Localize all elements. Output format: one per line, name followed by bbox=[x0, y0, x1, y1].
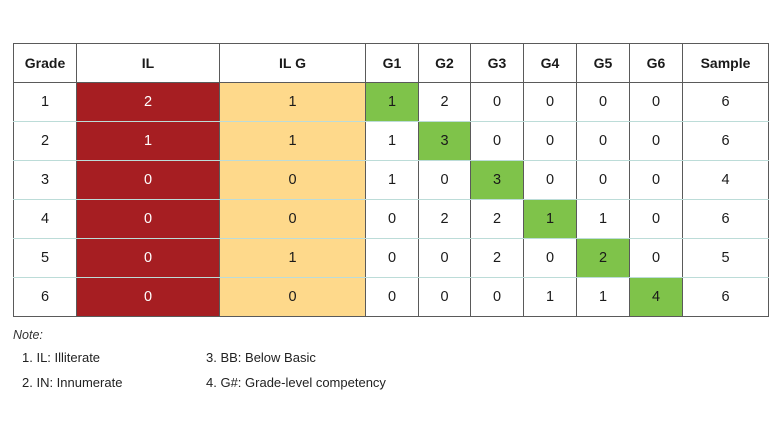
cell-g3: 0 bbox=[470, 277, 524, 317]
cell-g5: 0 bbox=[576, 160, 630, 200]
col-header-g5: G5 bbox=[576, 43, 630, 83]
cell-grade: 2 bbox=[13, 121, 77, 161]
table-row: 3 0 0 1 0 3 0 0 0 4 bbox=[13, 160, 769, 200]
cell-g4: 0 bbox=[523, 82, 577, 122]
cell-g2: 0 bbox=[418, 160, 471, 200]
cell-g6: 0 bbox=[629, 160, 683, 200]
col-header-g6: G6 bbox=[629, 43, 683, 83]
cell-grade: 6 bbox=[13, 277, 77, 317]
note-label: Note: bbox=[13, 328, 43, 342]
cell-g3: 0 bbox=[470, 82, 524, 122]
cell-g1: 1 bbox=[365, 82, 419, 122]
cell-g6: 4 bbox=[629, 277, 683, 317]
table-row: 2 1 1 1 3 0 0 0 0 6 bbox=[13, 121, 769, 161]
cell-il-g: 0 bbox=[219, 160, 366, 200]
cell-g1: 1 bbox=[365, 160, 419, 200]
col-header-g3: G3 bbox=[470, 43, 524, 83]
cell-g4: 1 bbox=[523, 199, 577, 239]
cell-il-g: 1 bbox=[219, 238, 366, 278]
cell-g2: 0 bbox=[418, 277, 471, 317]
cell-g4: 0 bbox=[523, 121, 577, 161]
cell-g3: 2 bbox=[470, 238, 524, 278]
grade-competency-table: Grade IL IL G G1 G2 G3 G4 G5 G6 Sample 1… bbox=[13, 43, 769, 317]
cell-il-g: 0 bbox=[219, 277, 366, 317]
cell-g5: 2 bbox=[576, 238, 630, 278]
cell-sample: 6 bbox=[682, 199, 769, 239]
col-header-g4: G4 bbox=[523, 43, 577, 83]
cell-il: 0 bbox=[76, 238, 220, 278]
cell-g4: 0 bbox=[523, 238, 577, 278]
cell-g2: 2 bbox=[418, 82, 471, 122]
cell-il: 0 bbox=[76, 277, 220, 317]
cell-il: 0 bbox=[76, 160, 220, 200]
cell-sample: 6 bbox=[682, 82, 769, 122]
cell-il-g: 0 bbox=[219, 199, 366, 239]
cell-il: 0 bbox=[76, 199, 220, 239]
cell-il-g: 1 bbox=[219, 82, 366, 122]
note-item-g: 4. G#: Grade-level competency bbox=[206, 375, 386, 390]
note-item-in: 2. IN: Innumerate bbox=[22, 375, 123, 390]
cell-g1: 0 bbox=[365, 277, 419, 317]
table-row: 6 0 0 0 0 0 1 1 4 6 bbox=[13, 277, 769, 317]
cell-grade: 3 bbox=[13, 160, 77, 200]
col-header-il: IL bbox=[76, 43, 220, 83]
cell-g4: 0 bbox=[523, 160, 577, 200]
col-header-il-g: IL G bbox=[219, 43, 366, 83]
table-row: 5 0 1 0 0 2 0 2 0 5 bbox=[13, 238, 769, 278]
cell-g2: 2 bbox=[418, 199, 471, 239]
cell-sample: 6 bbox=[682, 277, 769, 317]
col-header-grade: Grade bbox=[13, 43, 77, 83]
cell-il-g: 1 bbox=[219, 121, 366, 161]
cell-g1: 0 bbox=[365, 199, 419, 239]
cell-grade: 4 bbox=[13, 199, 77, 239]
cell-g5: 0 bbox=[576, 121, 630, 161]
cell-sample: 5 bbox=[682, 238, 769, 278]
cell-grade: 5 bbox=[13, 238, 77, 278]
table-row: 1 2 1 1 2 0 0 0 0 6 bbox=[13, 82, 769, 122]
cell-g3: 2 bbox=[470, 199, 524, 239]
cell-g5: 0 bbox=[576, 82, 630, 122]
cell-g6: 0 bbox=[629, 238, 683, 278]
col-header-g1: G1 bbox=[365, 43, 419, 83]
note-item-bb: 3. BB: Below Basic bbox=[206, 350, 316, 365]
cell-il: 1 bbox=[76, 121, 220, 161]
col-header-sample: Sample bbox=[682, 43, 769, 83]
cell-g5: 1 bbox=[576, 277, 630, 317]
cell-sample: 6 bbox=[682, 121, 769, 161]
cell-g4: 1 bbox=[523, 277, 577, 317]
cell-g2: 3 bbox=[418, 121, 471, 161]
cell-g6: 0 bbox=[629, 121, 683, 161]
cell-g6: 0 bbox=[629, 82, 683, 122]
cell-g6: 0 bbox=[629, 199, 683, 239]
cell-g5: 1 bbox=[576, 199, 630, 239]
table-row: 4 0 0 0 2 2 1 1 0 6 bbox=[13, 199, 769, 239]
cell-g3: 0 bbox=[470, 121, 524, 161]
cell-g1: 1 bbox=[365, 121, 419, 161]
cell-il: 2 bbox=[76, 82, 220, 122]
col-header-g2: G2 bbox=[418, 43, 471, 83]
cell-sample: 4 bbox=[682, 160, 769, 200]
cell-g2: 0 bbox=[418, 238, 471, 278]
cell-g1: 0 bbox=[365, 238, 419, 278]
note-item-il: 1. IL: Illiterate bbox=[22, 350, 101, 365]
cell-g3: 3 bbox=[470, 160, 524, 200]
cell-grade: 1 bbox=[13, 82, 77, 122]
header-row: Grade IL IL G G1 G2 G3 G4 G5 G6 Sample bbox=[13, 43, 769, 83]
